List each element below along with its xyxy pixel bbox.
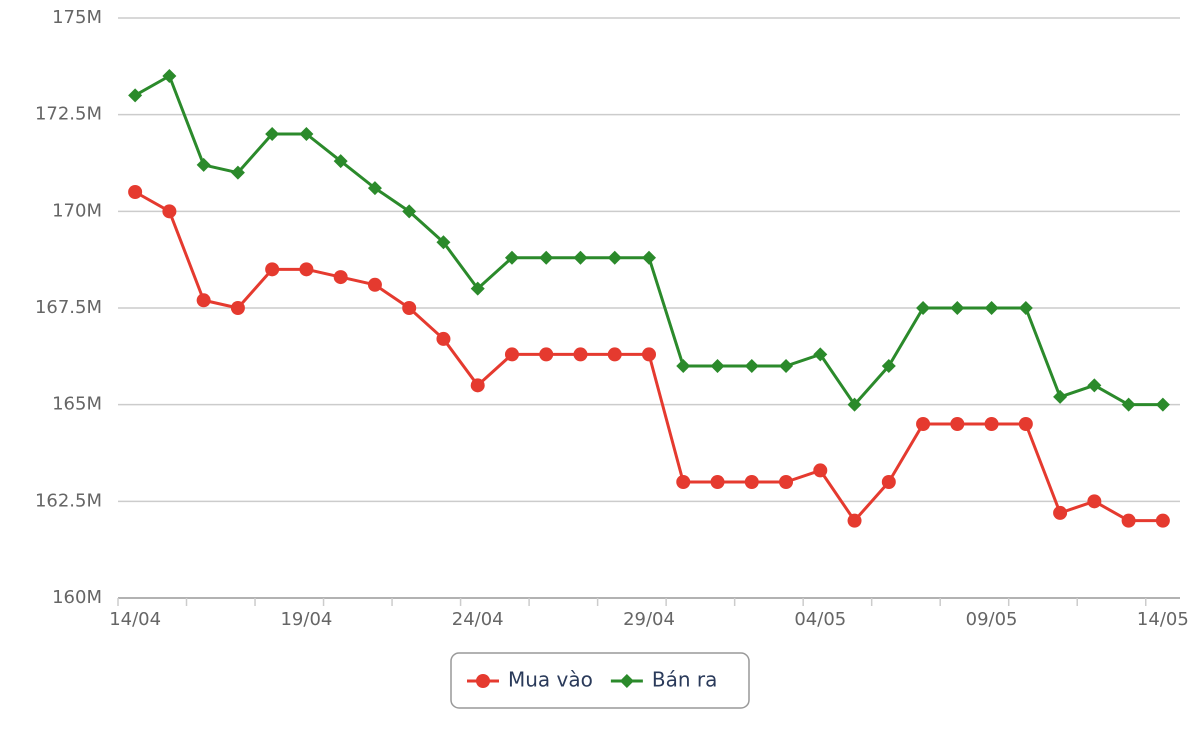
- point: [1121, 513, 1136, 528]
- point: [1121, 397, 1136, 412]
- point: [1053, 389, 1068, 404]
- y-tick-label: 167.5M: [35, 297, 102, 318]
- point: [984, 417, 999, 431]
- legend-label: Bán ra: [652, 668, 718, 692]
- x-tick-label: 19/04: [280, 609, 332, 630]
- point: [573, 347, 588, 362]
- x-tick-label: 24/04: [452, 609, 504, 630]
- point: [950, 417, 965, 431]
- point: [470, 378, 485, 393]
- point: [916, 301, 931, 315]
- point: [230, 301, 245, 315]
- point: [128, 185, 143, 199]
- point: [847, 513, 862, 528]
- point: [1155, 397, 1170, 412]
- point: [196, 157, 211, 172]
- point: [333, 270, 348, 285]
- point: [607, 347, 622, 362]
- legend: Mua vào Bán ra: [467, 668, 717, 692]
- legend-label: Mua vào: [508, 668, 593, 692]
- point: [676, 359, 691, 373]
- point: [779, 359, 794, 373]
- point: [573, 250, 588, 265]
- point: [607, 250, 622, 265]
- point: [984, 301, 999, 315]
- point: [230, 165, 245, 180]
- point: [299, 127, 314, 141]
- point: [504, 250, 519, 265]
- point: [470, 281, 485, 296]
- point: [950, 301, 965, 315]
- point: [299, 262, 314, 277]
- point: [642, 347, 656, 362]
- point: [881, 359, 896, 373]
- point: [1155, 513, 1170, 528]
- point: [1087, 378, 1102, 393]
- legend-box: [450, 652, 750, 709]
- point: [710, 475, 725, 489]
- y-tick-label: 175M: [52, 7, 102, 28]
- legend-marker: [476, 674, 490, 688]
- point: [916, 417, 931, 431]
- y-tick-label: 160M: [52, 587, 102, 608]
- x-tick-label: 09/05: [966, 609, 1018, 630]
- y-tick-label: 172.5M: [35, 104, 102, 125]
- point: [1018, 417, 1033, 431]
- y-tick-label: 170M: [52, 200, 102, 221]
- point: [642, 250, 656, 265]
- point: [813, 463, 828, 478]
- x-tick-label: 29/04: [623, 609, 675, 630]
- point: [436, 331, 451, 346]
- point: [813, 347, 828, 362]
- x-tick-label: 14/04: [109, 609, 161, 630]
- point: [881, 475, 896, 489]
- point: [162, 204, 177, 219]
- point: [1087, 494, 1102, 509]
- point: [128, 88, 143, 103]
- y-tick-label: 165M: [52, 394, 102, 415]
- x-tick-label: 04/05: [794, 609, 846, 630]
- point: [710, 359, 725, 373]
- point: [779, 475, 794, 489]
- y-tick-label: 162.5M: [35, 490, 102, 511]
- point: [196, 293, 211, 308]
- point: [367, 181, 382, 196]
- point: [539, 250, 554, 265]
- point: [539, 347, 554, 362]
- point: [744, 359, 759, 373]
- point: [744, 475, 759, 489]
- point: [265, 127, 280, 141]
- point: [265, 262, 280, 277]
- point: [1053, 505, 1068, 520]
- point: [162, 69, 177, 83]
- point: [402, 301, 417, 315]
- point: [676, 475, 691, 489]
- point: [333, 154, 348, 169]
- x-tick-label: 14/05: [1137, 609, 1189, 630]
- point: [367, 277, 382, 292]
- point: [1018, 301, 1033, 315]
- point: [402, 204, 417, 219]
- point: [436, 235, 451, 250]
- point: [847, 397, 862, 412]
- point: [504, 347, 519, 362]
- legend-marker: [619, 674, 634, 688]
